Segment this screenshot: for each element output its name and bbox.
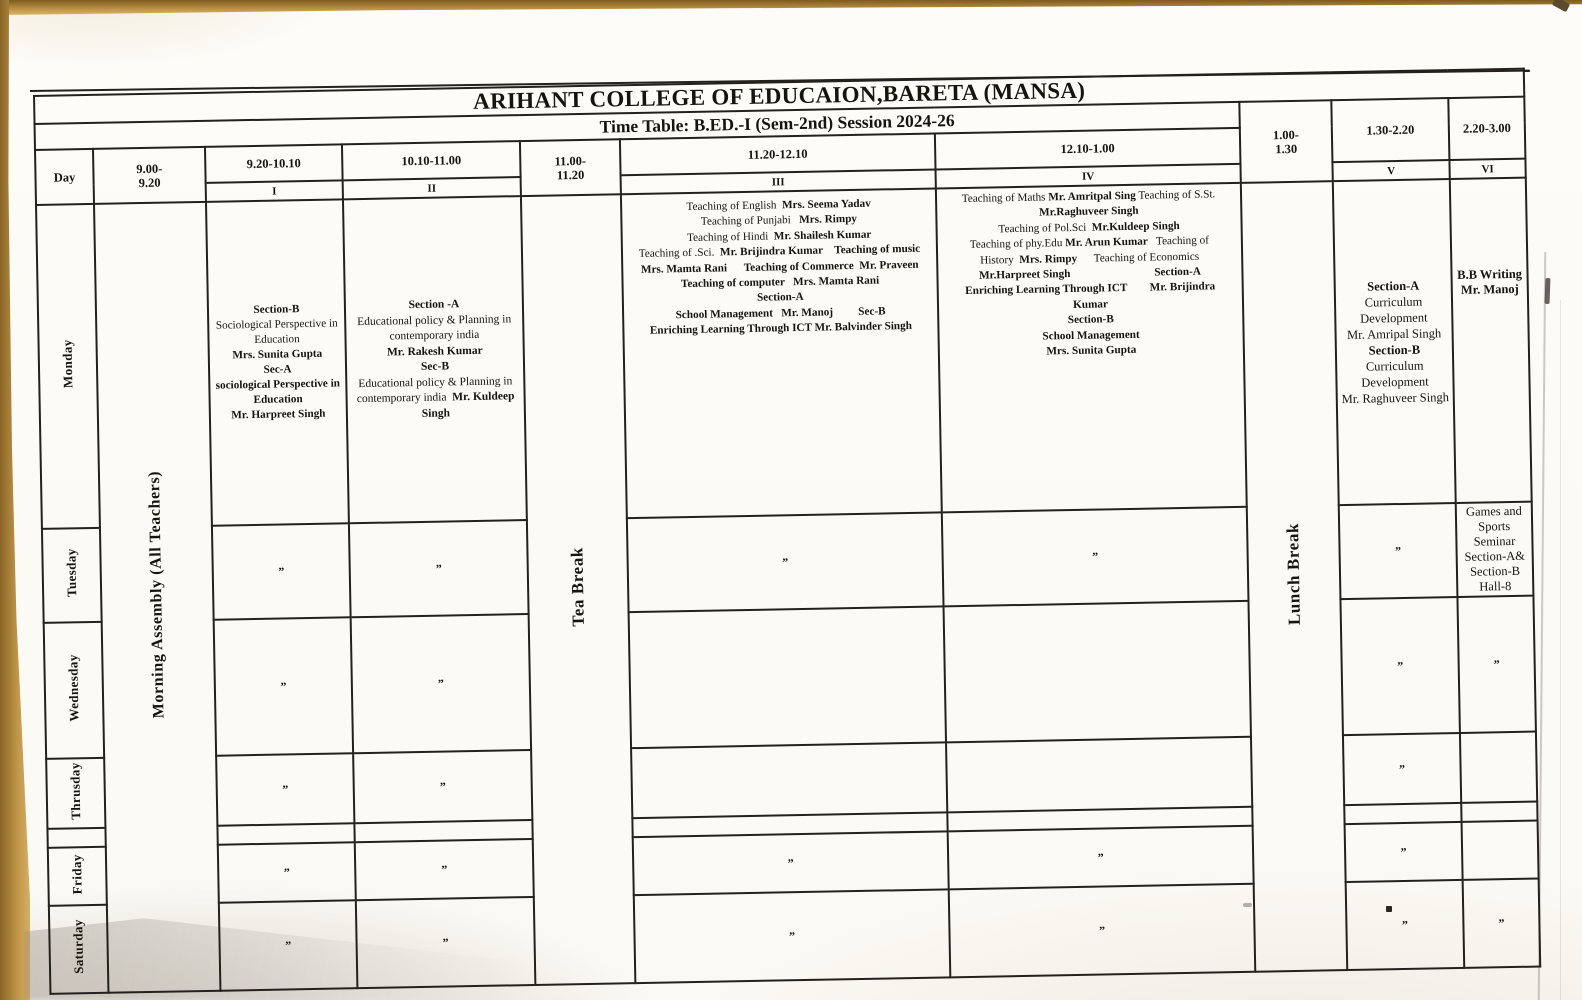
spacer-row-VI	[1461, 801, 1538, 822]
cell-thrusday-VI	[1459, 731, 1538, 803]
day-label-thrusday: Thrusday	[46, 757, 106, 829]
ditto-mark: ”	[1400, 844, 1407, 860]
cell-tuesday-VI: Games and Sports Seminar Section-A& Section-…	[1455, 501, 1534, 597]
cell-monday-II: Section -A Educational policy & Planning …	[342, 196, 527, 524]
cell-monday-I: Section-B Sociological Perspective in Educ…	[205, 199, 349, 526]
header-time-9-20-10-10: 9.20-10.10	[204, 144, 343, 183]
header-time-1-30-2-20: 1.30-2.20	[1331, 98, 1450, 163]
ink-speck-right-edge	[1544, 277, 1551, 305]
period-VI: VI	[1449, 158, 1526, 180]
period-V: V	[1332, 160, 1450, 182]
header-time-12-10-1-00: 12.10-1.00	[934, 127, 1241, 170]
morning-assembly-cell: Morning Assembly (All Teachers)	[94, 201, 221, 993]
cell-thrusday-I: ”	[216, 753, 355, 826]
ditto-mark: ”	[1493, 657, 1500, 672]
paper-edge-right-faint	[1560, 300, 1561, 1000]
cell-friday-V: ”	[1344, 821, 1463, 883]
header-day: Day	[35, 148, 95, 205]
header-time-1-00-1-30: 1.00- 1.30	[1239, 100, 1333, 183]
ditto-mark: ”	[439, 779, 446, 794]
ditto-mark: ”	[1398, 761, 1406, 777]
cell-tuesday-IV: ”	[941, 506, 1249, 607]
cell-thrusday-II: ”	[353, 749, 533, 824]
spacer-row-day	[47, 827, 106, 848]
spacer-row-V	[1344, 802, 1462, 825]
header-time-11-00-11-20: 11.00- 11.20	[519, 139, 621, 197]
ditto-mark: ”	[782, 555, 789, 570]
cell-friday-VI	[1461, 820, 1539, 880]
ditto-mark: ”	[441, 862, 448, 877]
ditto-mark: ”	[1092, 549, 1099, 564]
header-time-2-20-3-00: 2.20-3.00	[1448, 96, 1526, 161]
cell-friday-IV: ”	[947, 825, 1254, 890]
day-label-saturday: Saturday	[48, 904, 109, 994]
cell-monday-III: Teaching of English Mrs. Seema Yadav Teac…	[620, 188, 942, 519]
period-I: I	[205, 180, 343, 202]
day-label-friday: Friday	[47, 846, 107, 906]
ditto-mark: ”	[788, 929, 796, 944]
ditto-mark: ”	[278, 564, 285, 579]
cell-wednesday-III	[628, 606, 947, 749]
cell-saturday-IV: ”	[948, 883, 1256, 978]
ditto-mark: ”	[283, 865, 290, 880]
ditto-mark: ”	[1394, 544, 1402, 559]
cell-thrusday-V: ”	[1342, 732, 1462, 806]
cell-wednesday-VI: ”	[1457, 595, 1537, 733]
cell-saturday-V: ”	[1345, 879, 1465, 971]
cell-tuesday-I: ”	[211, 523, 351, 620]
cell-friday-I: ”	[217, 842, 356, 903]
cell-saturday-VI: ”	[1462, 878, 1541, 968]
ditto-mark: ”	[437, 676, 444, 691]
ditto-mark: ”	[787, 856, 794, 871]
cell-tuesday-II: ”	[348, 520, 529, 618]
day-label-tuesday: Tuesday	[41, 527, 102, 623]
cell-saturday-III: ”	[633, 889, 951, 984]
cell-tuesday-V: ”	[1338, 502, 1458, 600]
ditto-mark: ”	[284, 938, 292, 953]
ditto-mark: ”	[1097, 850, 1104, 865]
header-time-11-20-12-10: 11.20-12.10	[619, 133, 936, 176]
cell-monday-V: Section-A Curriculum Development Mr. Amripa…	[1332, 179, 1456, 506]
cell-friday-II: ”	[354, 838, 534, 901]
cell-saturday-I: ”	[218, 900, 358, 991]
day-label-wednesday: Wednesday	[43, 621, 105, 759]
ditto-mark: ”	[1098, 923, 1106, 938]
header-time-10-10-11-00: 10.10-11.00	[341, 141, 521, 181]
ditto-mark: ”	[1401, 917, 1409, 933]
spacer-row-I	[217, 823, 355, 845]
cell-wednesday-IV	[943, 600, 1251, 743]
cell-wednesday-II: ”	[350, 614, 532, 754]
header-time-9-00-9-20: 9.00- 9.20	[92, 146, 206, 204]
ditto-mark: ”	[282, 782, 289, 797]
cell-monday-VI: B.B Writing Mr. Manoj	[1449, 177, 1532, 503]
ditto-mark: ”	[280, 679, 287, 694]
ditto-mark: ”	[435, 561, 442, 576]
cell-friday-III: ”	[632, 831, 949, 896]
day-label-monday: Monday	[36, 203, 100, 529]
cell-monday-IV: Teaching of Maths Mr. Amritpal Sing Teac…	[935, 182, 1247, 513]
ditto-mark: ”	[1498, 916, 1505, 931]
cell-wednesday-I: ”	[213, 617, 354, 756]
ink-speck-bottom	[1386, 906, 1392, 912]
lunch-break-cell: Lunch Break	[1240, 181, 1348, 972]
cell-thrusday-IV	[946, 736, 1253, 813]
timetable-sheet: ARIHANT COLLEGE OF EDUCAION,BARETA (MANS…	[33, 68, 1541, 995]
ditto-mark: ”	[1397, 658, 1404, 674]
ditto-mark: ”	[442, 935, 449, 950]
cell-wednesday-V: ”	[1340, 596, 1460, 736]
cell-saturday-II: ”	[355, 896, 536, 989]
tea-break-cell: Tea Break	[520, 194, 636, 985]
ink-speck-bottom-faint	[1243, 903, 1252, 907]
cell-tuesday-III: ”	[626, 512, 944, 613]
timetable-table: ARIHANT COLLEGE OF EDUCAION,BARETA (MANS…	[33, 68, 1541, 995]
cell-thrusday-III	[631, 742, 948, 819]
